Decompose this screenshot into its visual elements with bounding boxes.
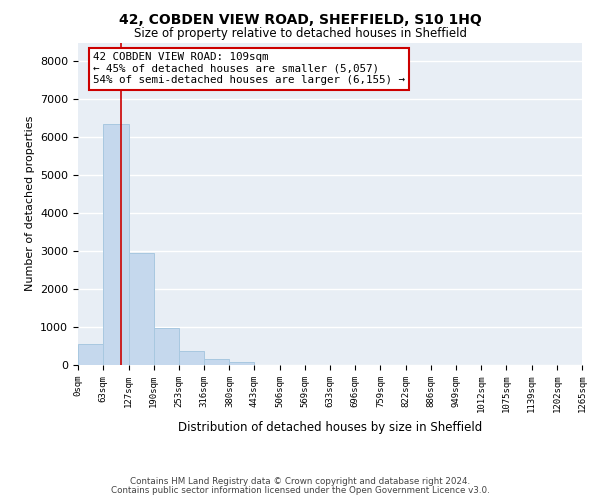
Text: Contains HM Land Registry data © Crown copyright and database right 2024.: Contains HM Land Registry data © Crown c… [130, 477, 470, 486]
Text: Size of property relative to detached houses in Sheffield: Size of property relative to detached ho… [133, 28, 467, 40]
X-axis label: Distribution of detached houses by size in Sheffield: Distribution of detached houses by size … [178, 420, 482, 434]
Bar [103, 124, 128, 365]
Y-axis label: Number of detached properties: Number of detached properties [25, 116, 35, 292]
Bar [179, 351, 204, 365]
Bar [78, 344, 103, 365]
Bar [154, 328, 179, 365]
Text: Contains public sector information licensed under the Open Government Licence v3: Contains public sector information licen… [110, 486, 490, 495]
Bar [229, 362, 254, 365]
Bar [128, 254, 154, 365]
Bar [204, 358, 229, 365]
Text: 42, COBDEN VIEW ROAD, SHEFFIELD, S10 1HQ: 42, COBDEN VIEW ROAD, SHEFFIELD, S10 1HQ [119, 12, 481, 26]
Text: 42 COBDEN VIEW ROAD: 109sqm
← 45% of detached houses are smaller (5,057)
54% of : 42 COBDEN VIEW ROAD: 109sqm ← 45% of det… [93, 52, 405, 86]
